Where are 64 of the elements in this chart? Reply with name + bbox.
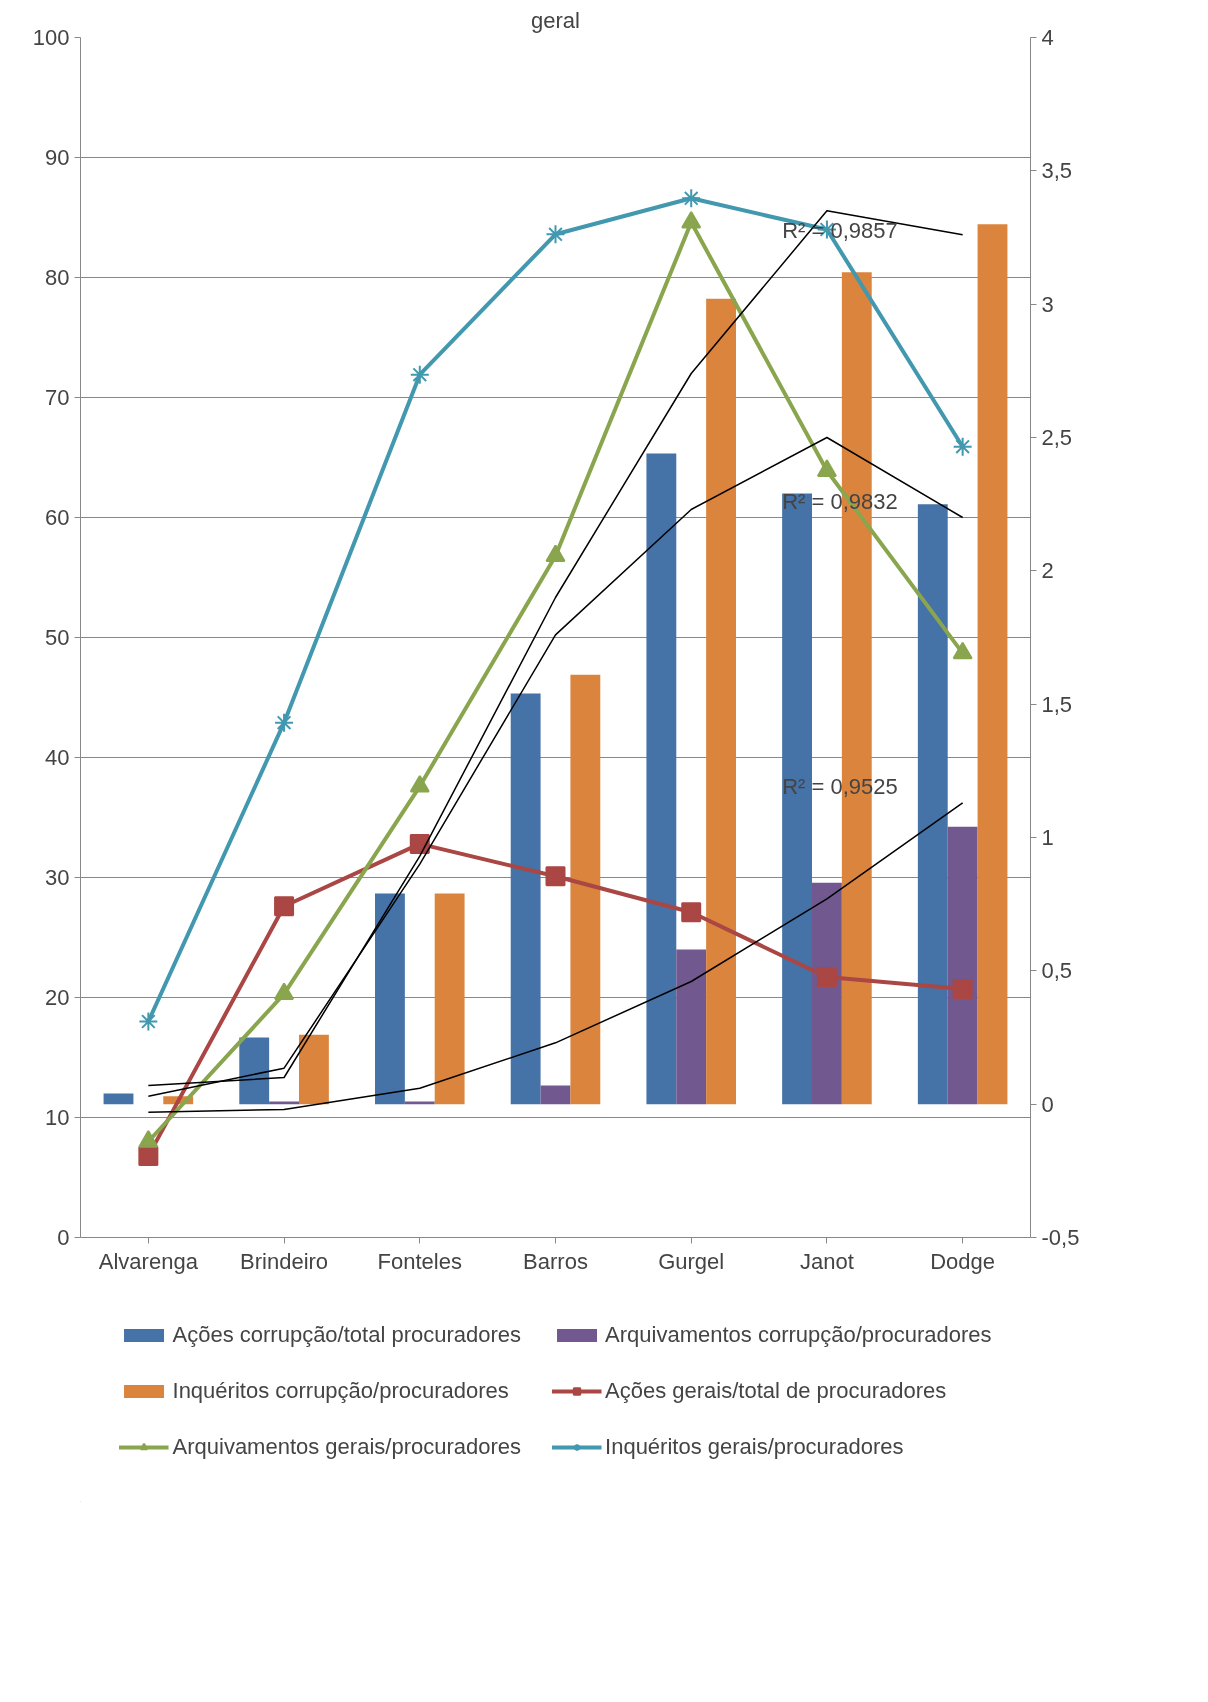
bar [540,1085,571,1105]
legend-label: Inquéritos corrupção/procuradores [172,1378,509,1404]
bar [782,493,812,1105]
bar [510,693,541,1105]
y-tick-label: 20 [45,985,70,1010]
point [138,1011,159,1032]
y2-tick-label: 0 [1041,1091,1054,1117]
x-tick-label: Janot [800,1248,854,1274]
y-tick-label: 90 [45,145,70,170]
y-tick-label: 10 [45,1105,70,1130]
y2-tick-label: 2,5 [1041,425,1073,450]
y2-tick-label: 0,5 [1041,958,1073,984]
bar [706,298,736,1105]
point [274,896,295,917]
chart-title: geral [531,7,580,33]
bar [676,949,707,1105]
bar [812,882,842,1105]
x-tick-label: Alvarenga [98,1248,199,1274]
bar [917,504,948,1105]
y-tick-label: 100 [32,25,70,50]
bar [239,1037,270,1105]
y2-tick-label: 1,5 [1041,691,1073,717]
bar [434,893,465,1105]
legend-label: Arquivamentos corrupção/procuradores [605,1322,992,1348]
bar [299,1034,329,1105]
bar [570,674,601,1105]
point [545,866,566,887]
legend-label: Arquivamentos gerais/procuradores [172,1434,522,1460]
point [545,224,566,245]
y2-tick-label: 3 [1041,291,1054,317]
legend-label: Ações corrupção/total procuradores [172,1322,522,1348]
y2-tick-label: 2 [1041,558,1054,584]
bar [103,1093,134,1105]
bar [375,893,405,1105]
legend-label: Inquéritos gerais/procuradores [605,1434,904,1460]
bar [646,453,677,1105]
point [681,902,702,923]
bar [947,826,978,1105]
y2-tick-label: 3,5 [1041,158,1073,184]
x-tick-label: Gurgel [658,1248,725,1274]
y2-tick-label: 1 [1041,825,1054,850]
x-tick-label: Barros [523,1248,588,1274]
y-tick-label: 40 [45,745,70,770]
y-tick-label: 30 [45,865,70,890]
y-tick-label: 60 [45,505,70,530]
x-tick-label: Brindeiro [240,1248,329,1274]
x-tick-label: Fonteles [377,1248,462,1274]
x-tick-label: Dodge [930,1248,996,1274]
point [952,436,973,457]
point [274,712,295,733]
y-tick-label: 50 [45,625,70,650]
point [409,364,430,385]
point [138,1145,159,1166]
point [681,188,702,209]
y-tick-label: 80 [45,265,70,290]
y-tick-label: 0 [57,1225,70,1250]
y-tick-label: 70 [45,385,70,410]
bar [977,224,1008,1105]
line-series [147,802,964,1113]
legend-label: Ações gerais/total de procuradores [605,1378,947,1404]
y2-tick-label: -0,5 [1041,1225,1080,1250]
point [816,967,837,988]
y2-tick-label: 4 [1041,25,1054,50]
point [952,979,973,1000]
